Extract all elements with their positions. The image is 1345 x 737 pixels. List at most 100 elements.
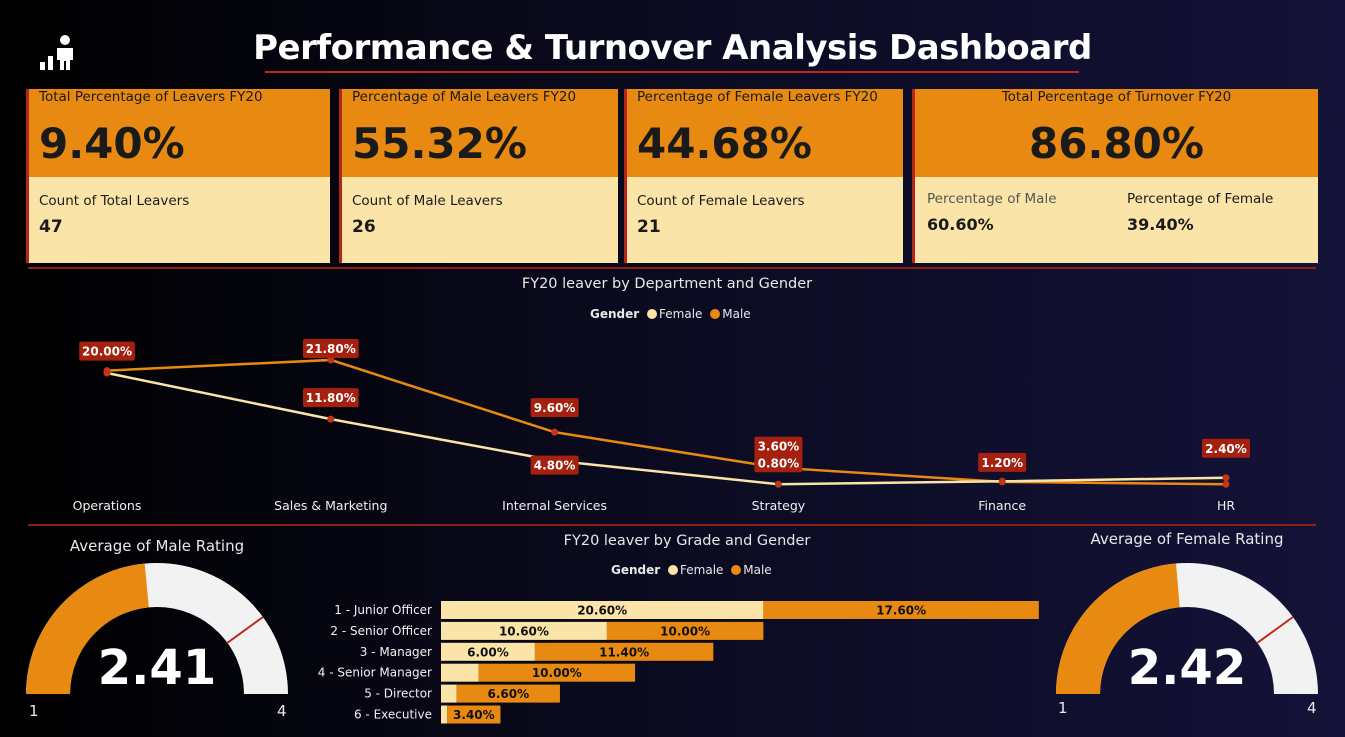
female-rating-gauge[interactable] bbox=[1056, 560, 1318, 696]
line-point-female[interactable] bbox=[774, 480, 782, 488]
line-chart-title: FY20 leaver by Department and Gender bbox=[521, 276, 813, 292]
section-divider bbox=[28, 267, 1316, 269]
y-tick-label: 4 - Senior Manager bbox=[318, 666, 432, 680]
line-point-male[interactable] bbox=[1222, 480, 1230, 488]
gauge-target-marker bbox=[1256, 616, 1294, 644]
line-point-female[interactable] bbox=[998, 477, 1006, 485]
bar-male[interactable] bbox=[606, 621, 764, 640]
legend-male-label: Male bbox=[722, 307, 751, 321]
legend-female-label: Female bbox=[680, 563, 724, 577]
data-label: 1.20% bbox=[981, 456, 1023, 470]
bar-chart-legend: Gender Female Male bbox=[611, 563, 772, 577]
line-series-female bbox=[106, 371, 1227, 486]
card-sub-value: 47 bbox=[39, 217, 63, 237]
male-percentage-value: 60.60% bbox=[927, 215, 994, 234]
female-rating-value: 2.42 bbox=[1127, 640, 1247, 696]
card-label: Total Percentage of Leavers FY20 bbox=[39, 89, 263, 105]
bar-male[interactable] bbox=[534, 642, 714, 661]
gauge-target-marker bbox=[226, 616, 264, 644]
bar-data-label: 6.00% bbox=[467, 645, 509, 659]
x-tick-label: Sales & Marketing bbox=[274, 498, 387, 513]
data-label-box bbox=[303, 388, 359, 408]
bar-female[interactable] bbox=[441, 684, 457, 703]
card-sub-value: 26 bbox=[352, 217, 376, 237]
y-tick-label: 2 - Senior Officer bbox=[330, 624, 432, 638]
line-series-male bbox=[106, 358, 1227, 486]
data-label-box bbox=[1202, 438, 1250, 458]
bar-data-label: 20.60% bbox=[577, 604, 627, 618]
legend-male-dot bbox=[731, 565, 742, 575]
line-point-male[interactable] bbox=[551, 428, 559, 436]
y-tick-label: 5 - Director bbox=[364, 687, 432, 701]
data-label: 4.80% bbox=[534, 459, 576, 473]
legend-title: Gender bbox=[590, 307, 640, 321]
bar-male[interactable] bbox=[456, 684, 560, 703]
y-tick-label: 3 - Manager bbox=[360, 645, 432, 659]
card-label: Total Percentage of Turnover FY20 bbox=[1001, 89, 1232, 105]
data-label-box bbox=[754, 453, 803, 473]
data-label-box bbox=[754, 436, 803, 456]
kpi-card-total-leavers[interactable]: Total Percentage of Leavers FY20 9.40% C… bbox=[26, 89, 330, 263]
gauge-fill bbox=[26, 563, 149, 694]
line-point-male[interactable] bbox=[327, 356, 335, 364]
bar-male[interactable] bbox=[478, 663, 636, 682]
people-bar-chart-icon bbox=[40, 35, 73, 70]
bar-data-label: 10.00% bbox=[532, 666, 582, 680]
line-point-female[interactable] bbox=[1222, 474, 1230, 482]
bar-data-label: 17.60% bbox=[876, 604, 926, 618]
card-value: 9.40% bbox=[39, 119, 185, 168]
data-label-box bbox=[530, 455, 579, 475]
bar-female[interactable] bbox=[441, 621, 607, 640]
line-chart-legend: Gender Female Male bbox=[590, 307, 751, 321]
bar-female[interactable] bbox=[441, 663, 479, 682]
dashboard-title: Performance & Turnover Analysis Dashboar… bbox=[253, 28, 1092, 68]
card-value: 86.80% bbox=[1029, 119, 1204, 168]
male-rating-gauge[interactable] bbox=[26, 560, 288, 696]
bar-chart-title: FY20 leaver by Grade and Gender bbox=[563, 533, 811, 549]
data-label-box bbox=[530, 398, 579, 418]
bar-data-label: 10.60% bbox=[499, 624, 549, 638]
bar-female[interactable] bbox=[441, 705, 448, 724]
data-label: 3.60% bbox=[758, 440, 800, 454]
bar-female[interactable] bbox=[441, 601, 764, 619]
kpi-card-female-leavers[interactable]: Percentage of Female Leavers FY20 44.68%… bbox=[624, 89, 903, 263]
female-gauge-max: 4 bbox=[1307, 699, 1317, 717]
line-point-female[interactable] bbox=[327, 415, 335, 423]
bar-data-label: 3.40% bbox=[453, 708, 495, 722]
legend-female-dot bbox=[647, 309, 658, 319]
card-sub-label: Count of Female Leavers bbox=[637, 193, 805, 209]
data-label: 2.40% bbox=[1205, 442, 1247, 456]
data-label: 0.80% bbox=[758, 456, 800, 470]
line-point-female[interactable] bbox=[103, 369, 111, 377]
card-value: 44.68% bbox=[637, 119, 812, 168]
bar-female[interactable] bbox=[441, 642, 535, 661]
bar-male[interactable] bbox=[447, 705, 501, 724]
data-label-box bbox=[79, 341, 135, 361]
data-label: 11.80% bbox=[306, 391, 356, 405]
male-gauge-max: 4 bbox=[277, 702, 287, 720]
y-tick-label: 6 - Executive bbox=[354, 708, 432, 722]
legend-male-dot bbox=[710, 309, 721, 319]
legend-female-dot bbox=[668, 565, 679, 575]
bar-male[interactable] bbox=[763, 601, 1039, 619]
bar-data-label: 10.00% bbox=[660, 624, 710, 638]
kpi-card-male-leavers[interactable]: Percentage of Male Leavers FY20 55.32% C… bbox=[339, 89, 618, 263]
male-rating-value: 2.41 bbox=[97, 640, 217, 696]
female-percentage-label: Percentage of Female bbox=[1127, 191, 1274, 207]
female-percentage-value: 39.40% bbox=[1127, 215, 1194, 234]
female-gauge-min: 1 bbox=[1058, 699, 1068, 717]
card-sub-label: Count of Total Leavers bbox=[39, 193, 190, 209]
legend-male-label: Male bbox=[743, 563, 772, 577]
legend-female-label: Female bbox=[659, 307, 703, 321]
data-label-box bbox=[978, 452, 1027, 472]
x-tick-label: HR bbox=[1217, 498, 1235, 513]
card-label: Percentage of Male Leavers FY20 bbox=[352, 89, 577, 105]
kpi-card-turnover[interactable]: Total Percentage of Turnover FY20 86.80%… bbox=[912, 89, 1318, 263]
x-tick-label: Finance bbox=[978, 498, 1026, 513]
card-sub-value: 21 bbox=[637, 217, 661, 237]
data-label: 20.00% bbox=[82, 345, 132, 359]
x-tick-label: Strategy bbox=[752, 498, 806, 513]
bar-data-label: 11.40% bbox=[599, 645, 649, 659]
